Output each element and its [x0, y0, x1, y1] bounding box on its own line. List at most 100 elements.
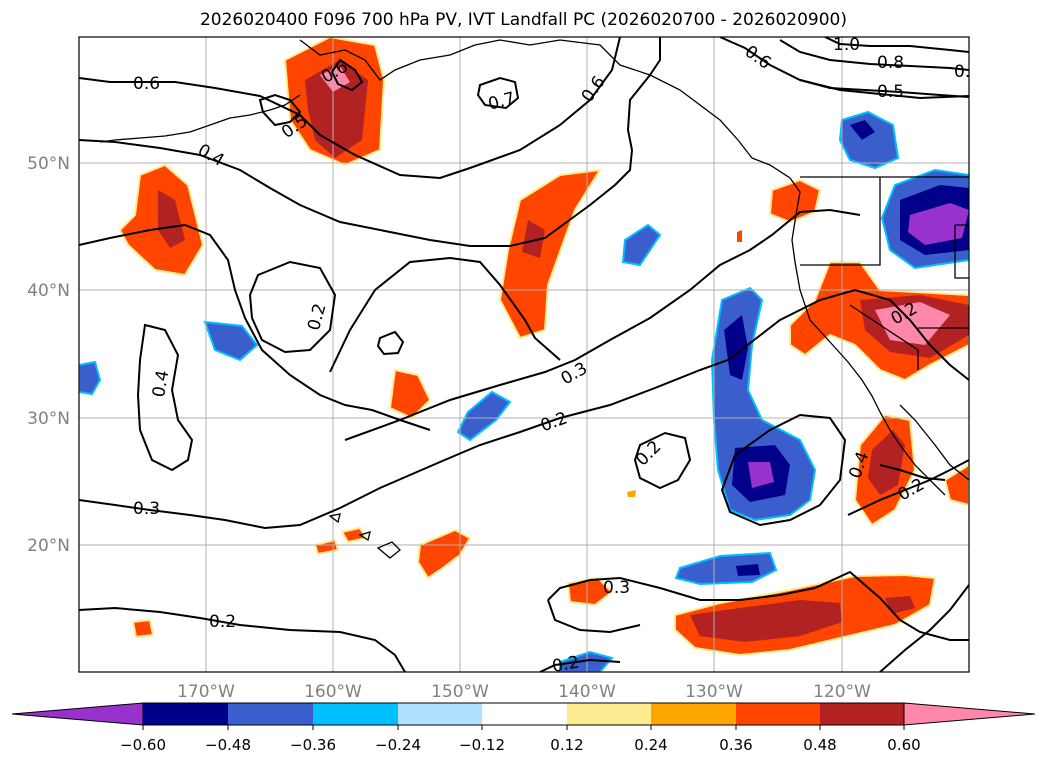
contour-label: 0.4	[149, 369, 173, 399]
colorbar-tick-label: 0.48	[803, 736, 836, 754]
map-plot-area: 0.6 0.6 0.5 0.7 0.6 0.6 1.0 0.8 0.5 0.5 …	[79, 35, 981, 677]
longitude-tick-labels: 170°W 160°W 150°W 140°W 130°W 120°W	[177, 682, 871, 702]
coastline-hawaii-oahu	[328, 513, 341, 524]
contour-label: 0.3	[133, 499, 160, 519]
contour-label: 0.3	[558, 359, 591, 390]
contour-label: 0.6	[741, 42, 775, 74]
anomaly-neg-mid-2	[456, 390, 512, 442]
coastline-bc	[751, 157, 801, 193]
anomaly-neg-west	[203, 320, 259, 362]
lat-tick-label: 40°N	[27, 281, 70, 301]
contour-0.5-alaska	[258, 93, 302, 127]
anomaly-hawaii-1	[416, 528, 472, 580]
contour-label: 0.3	[603, 578, 630, 598]
anomaly-midpacific-core	[522, 220, 545, 258]
contour-0.2-east-2	[847, 459, 969, 516]
colorbar-tick-label: −0.24	[375, 736, 421, 754]
contour-label: 0.6	[133, 74, 160, 94]
anomaly-subtropical-core-east	[885, 596, 915, 614]
contour-0.4-east	[329, 256, 561, 373]
contour-label: 0.2	[551, 653, 581, 677]
lon-tick-label: 150°W	[431, 682, 489, 702]
contour-0.4-main	[79, 223, 431, 431]
coastline-mexico	[899, 404, 969, 481]
contour-label: 0.2	[304, 301, 330, 332]
lon-tick-label: 140°W	[558, 682, 616, 702]
contour-label: 0.5	[877, 82, 904, 102]
contour-0.5-north	[799, 79, 969, 98]
coastline-hawaii-maui	[358, 531, 371, 542]
anomaly-subtropical-core	[690, 600, 842, 642]
pv-contours	[79, 37, 969, 672]
contour-0.3-south	[547, 570, 969, 641]
colorbar-segment	[482, 703, 567, 725]
contour-0.2-south-2	[539, 658, 621, 672]
contour-label: 0.2	[538, 408, 570, 436]
contour-label: 0.8	[877, 53, 904, 73]
anomaly-baja-core	[868, 430, 905, 495]
positive-anomaly-fills	[118, 37, 969, 657]
colorbar: −0.60 −0.48 −0.36 −0.24 −0.12 0.12 0.24 …	[11, 702, 1036, 754]
contour-0.2-east	[879, 464, 946, 481]
anomaly-neg-east-pacific-core	[724, 315, 748, 380]
contour-0.4-band	[344, 208, 861, 441]
contour-0.3-band	[79, 288, 969, 530]
colorbar-tick-labels: −0.60 −0.48 −0.36 −0.24 −0.12 0.12 0.24 …	[120, 736, 921, 754]
anomaly-neg-edge	[79, 360, 102, 396]
border-state-3	[954, 225, 969, 279]
contour-0.3-loop	[720, 413, 847, 527]
anomaly-tiny-2	[737, 230, 742, 242]
colorbar-segment	[143, 703, 228, 725]
colorbar-extend-high	[903, 702, 1036, 726]
lon-tick-label: 130°W	[685, 682, 743, 702]
contour-0.8	[779, 39, 969, 71]
map-title: 2026020400 F096 700 hPa PV, IVT Landfall…	[199, 10, 847, 30]
contour-label: 0.2	[209, 612, 236, 632]
anomaly-neg-east-pacific-peak	[748, 462, 774, 488]
colorbar-tick-label: −0.60	[120, 736, 166, 754]
contour-0.4-small	[376, 330, 405, 356]
colorbar-segment	[651, 703, 736, 725]
contour-0.6-west	[79, 37, 621, 180]
colorbar-frame	[142, 702, 905, 726]
lon-tick-label: 120°W	[813, 682, 871, 702]
contour-label: 0.4	[194, 140, 227, 171]
contour-label: 0.5	[954, 62, 981, 82]
anomaly-midpacific	[498, 168, 602, 340]
colorbar-segment	[820, 703, 904, 725]
gridlines	[79, 37, 969, 672]
colorbar-segment	[736, 703, 820, 725]
border-state-4	[849, 304, 919, 370]
colorbar-ticks	[142, 725, 905, 730]
contour-0.6-alaska	[330, 58, 364, 92]
contour-0.4-loop	[248, 260, 337, 354]
anomaly-neg-subtropical	[674, 551, 778, 586]
coastline-aleutians	[99, 94, 301, 143]
anomaly-neg-subtropical-core	[736, 564, 760, 576]
colorbar-tick-label: −0.36	[290, 736, 336, 754]
anomaly-neg-mid	[621, 223, 662, 267]
contour-0.7	[476, 76, 520, 110]
lat-tick-label: 20°N	[27, 536, 70, 556]
anomaly-neg-northwest-us-peak	[908, 203, 969, 245]
plot-frame	[78, 36, 970, 673]
colorbar-tick-label: 0.36	[719, 736, 752, 754]
colorbar-tick-label: −0.12	[459, 736, 505, 754]
lon-tick-label: 160°W	[304, 682, 362, 702]
anomaly-neg-south	[559, 650, 614, 672]
contour-0.2-south	[79, 606, 406, 672]
contour-0.5-west	[79, 37, 661, 247]
contour-1.0	[824, 37, 969, 53]
negative-anomaly-fills	[79, 110, 969, 672]
contour-0.2-west	[136, 323, 194, 472]
coastline-alaska	[299, 39, 753, 159]
colorbar-extend-low	[11, 702, 144, 726]
latitude-tick-labels: 50°N 40°N 30°N 20°N	[27, 154, 70, 556]
anomaly-west-pacific-core	[158, 190, 185, 248]
contour-label: 1.0	[833, 35, 860, 55]
lon-tick-label: 170°W	[177, 682, 235, 702]
colorbar-segment	[313, 703, 398, 725]
coastlines	[99, 39, 969, 559]
colorbar-tick-label: 0.12	[550, 736, 583, 754]
